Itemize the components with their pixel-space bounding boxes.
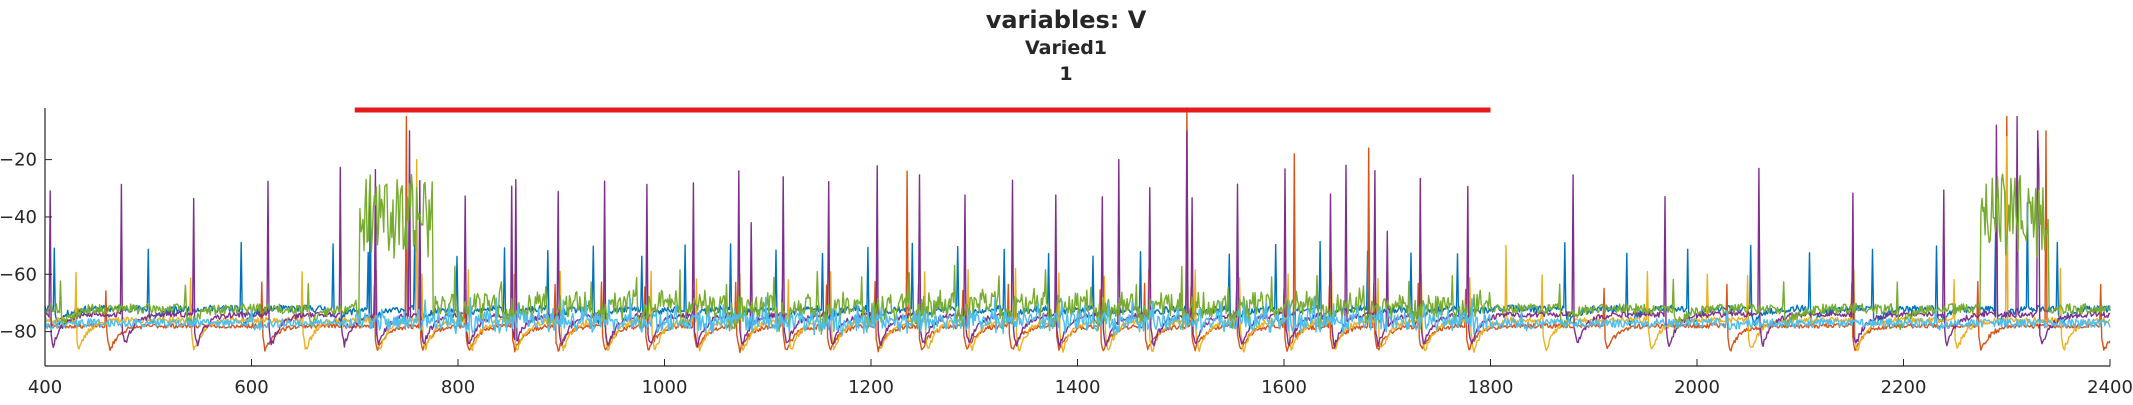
series-line-2 — [44, 107, 2111, 354]
x-tick-label: 600 — [234, 377, 268, 398]
x-tick-label: 1600 — [1261, 377, 1307, 398]
chart-subsubtitle: 1 — [1059, 63, 1072, 85]
series-line-3 — [44, 136, 2111, 353]
x-tick-label: 1800 — [1468, 377, 1514, 398]
x-tick-label: 1400 — [1055, 377, 1101, 398]
x-tick-label: 1000 — [642, 377, 688, 398]
series-line-5 — [44, 173, 2111, 335]
x-tick-label: 2400 — [2087, 377, 2133, 398]
y-tick-label: −40 — [0, 207, 37, 228]
x-tick-label: 2000 — [1674, 377, 1720, 398]
y-tick-label: −20 — [0, 150, 37, 171]
chart-title: variables: V — [986, 6, 1147, 34]
axes-layer: 400 600 800 1000 1200 1400 1600 1800 2000 2200 240… — [0, 108, 2133, 398]
x-tick-label: 2200 — [1881, 377, 1927, 398]
y-tick-label: −80 — [0, 322, 37, 343]
series-line-6 — [44, 296, 2111, 337]
y-tick-label: −60 — [0, 264, 37, 285]
series-line-1 — [44, 187, 2111, 327]
x-tick-label: 800 — [441, 377, 475, 398]
x-tick-label: 400 — [28, 377, 62, 398]
x-tick-label: 1200 — [848, 377, 894, 398]
series-layer — [44, 107, 2111, 354]
chart-subtitle: Varied1 — [1025, 37, 1107, 59]
